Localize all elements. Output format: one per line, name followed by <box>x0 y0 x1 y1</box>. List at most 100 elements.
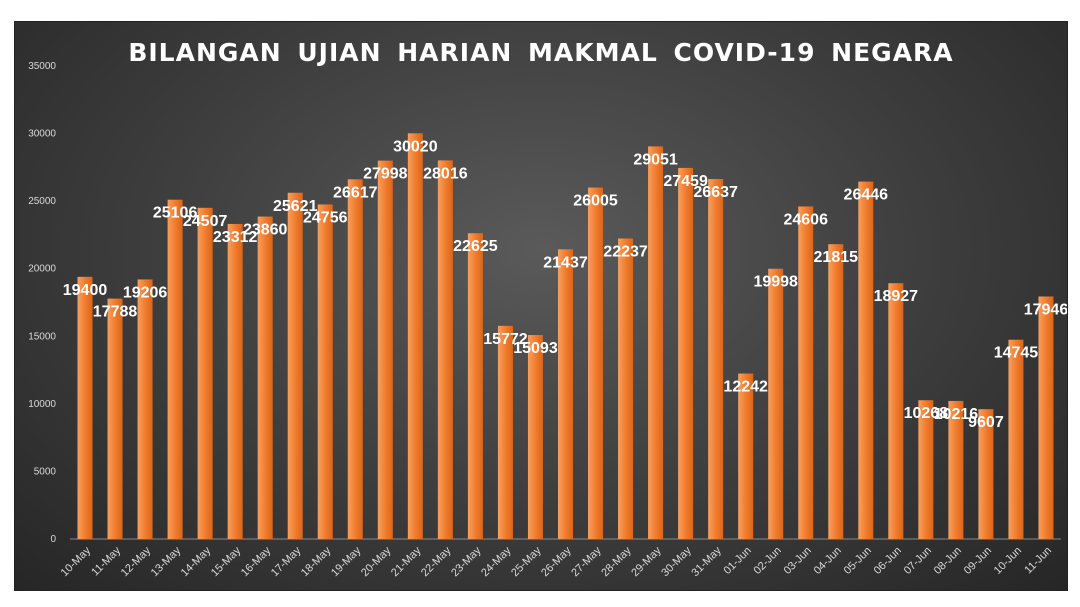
bar-20-May <box>377 160 393 540</box>
bar-10-Jun <box>1008 339 1024 539</box>
data-label: 22237 <box>603 243 648 260</box>
data-label: 21815 <box>814 249 859 266</box>
bar-06-Jun <box>888 283 904 539</box>
x-tick-label: 13-May <box>149 544 184 579</box>
bar-10-May <box>77 276 93 539</box>
bar-08-Jun <box>948 400 964 539</box>
bar-25-May <box>527 335 543 539</box>
bar-30-May <box>678 167 694 539</box>
x-tick-label: 21-May <box>389 544 424 579</box>
bar-31-May <box>708 179 724 540</box>
bar-13-May <box>167 199 183 540</box>
x-tick-label: 31-May <box>689 544 724 579</box>
y-tick-label: 25000 <box>28 196 56 207</box>
bar-14-May <box>197 207 213 539</box>
x-tick-label: 28-May <box>599 544 634 579</box>
data-label: 19998 <box>753 274 798 291</box>
x-tick-label: 01-Jun <box>722 545 754 577</box>
data-label: 24606 <box>783 211 828 228</box>
y-tick-label: 10000 <box>28 399 56 410</box>
x-tick-label: 19-May <box>329 544 364 579</box>
x-tick-label: 26-May <box>539 544 574 579</box>
x-tick-label: 20-May <box>359 544 394 579</box>
bar-18-May <box>317 204 333 539</box>
bar-12-May <box>137 279 153 539</box>
data-label: 12242 <box>723 379 768 396</box>
y-tick-label: 20000 <box>28 264 56 275</box>
x-tick-label: 11-May <box>89 544 123 578</box>
data-label: 22625 <box>453 238 498 255</box>
bar-19-May <box>347 179 363 539</box>
x-tick-label: 22-May <box>419 544 454 579</box>
x-tick-label: 09-Jun <box>962 545 994 577</box>
bar-03-Jun <box>798 206 814 540</box>
x-tick-label: 15-May <box>209 544 244 579</box>
data-label: 19400 <box>63 282 108 299</box>
x-tick-label: 06-Jun <box>872 545 904 577</box>
bar-15-May <box>227 223 243 540</box>
data-label: 30020 <box>393 138 438 155</box>
bar-04-Jun <box>828 244 844 539</box>
data-label: 21437 <box>543 254 588 271</box>
data-label: 18927 <box>874 288 919 305</box>
data-label: 26005 <box>573 193 618 210</box>
bar-26-May <box>557 249 574 539</box>
bar-02-Jun <box>768 268 784 539</box>
data-label: 27998 <box>363 166 408 183</box>
data-label: 9607 <box>968 414 1004 431</box>
y-tick-label: 30000 <box>28 129 56 140</box>
y-tick-label: 35000 <box>28 61 56 72</box>
bars <box>77 133 1054 540</box>
chart-panel: BILANGAN UJIAN HARIAN MAKMAL COVID-19 NE… <box>14 21 1068 591</box>
x-tick-label: 08-Jun <box>932 545 964 577</box>
data-label: 17946 <box>1024 301 1067 318</box>
data-label: 28016 <box>423 165 468 182</box>
x-tick-label: 10-May <box>59 544 94 579</box>
bar-11-Jun <box>1038 296 1054 539</box>
data-label: 19206 <box>123 284 168 301</box>
bar-29-May <box>648 146 664 539</box>
bar-28-May <box>618 238 634 539</box>
data-label: 27459 <box>663 173 708 190</box>
data-label: 15093 <box>513 340 558 357</box>
bar-01-Jun <box>738 373 754 539</box>
x-tick-label: 18-May <box>299 544 334 579</box>
y-tick-label: 5000 <box>34 466 57 477</box>
data-label: 26617 <box>333 184 378 201</box>
x-tick-label: 05-Jun <box>842 545 874 577</box>
x-tick-label: 04-Jun <box>812 545 844 577</box>
bar-chart-plot: 0 5000 10000 15000 20000 25000 30000 35000 1940… <box>28 61 1067 579</box>
data-label: 26446 <box>844 187 889 204</box>
x-tick-label: 12-May <box>119 544 154 579</box>
data-label: 17788 <box>93 304 138 321</box>
bar-27-May <box>588 187 604 539</box>
x-tick-label: 30-May <box>659 544 694 579</box>
data-label: 29051 <box>633 151 678 168</box>
bar-23-May <box>467 233 483 539</box>
bar-22-May <box>437 160 453 539</box>
bar-21-May <box>407 133 423 539</box>
x-tick-label: 24-May <box>479 544 514 579</box>
x-tick-label: 27-May <box>569 544 604 579</box>
x-tick-label: 07-Jun <box>902 545 934 577</box>
x-tick-label: 14-May <box>179 544 214 579</box>
bar-16-May <box>257 216 273 540</box>
x-tick-label: 16-May <box>239 544 274 579</box>
bar-09-Jun <box>978 409 994 539</box>
x-tick-label: 10-Jun <box>992 545 1024 577</box>
bar-17-May <box>287 192 303 539</box>
bar-11-May <box>107 298 123 539</box>
bar-05-Jun <box>858 181 874 539</box>
bar-07-Jun <box>918 400 934 539</box>
data-label: 26637 <box>693 184 738 201</box>
data-label: 25106 <box>153 205 198 222</box>
x-tick-label: 17-May <box>269 544 304 579</box>
data-label: 14745 <box>994 345 1039 362</box>
data-label: 15772 <box>483 331 528 348</box>
x-tick-label: 29-May <box>629 544 664 579</box>
x-tick-label: 02-Jun <box>752 545 784 577</box>
x-tick-label: 23-May <box>449 544 484 579</box>
data-label: 25621 <box>273 198 318 215</box>
y-tick-label: 15000 <box>28 331 56 342</box>
